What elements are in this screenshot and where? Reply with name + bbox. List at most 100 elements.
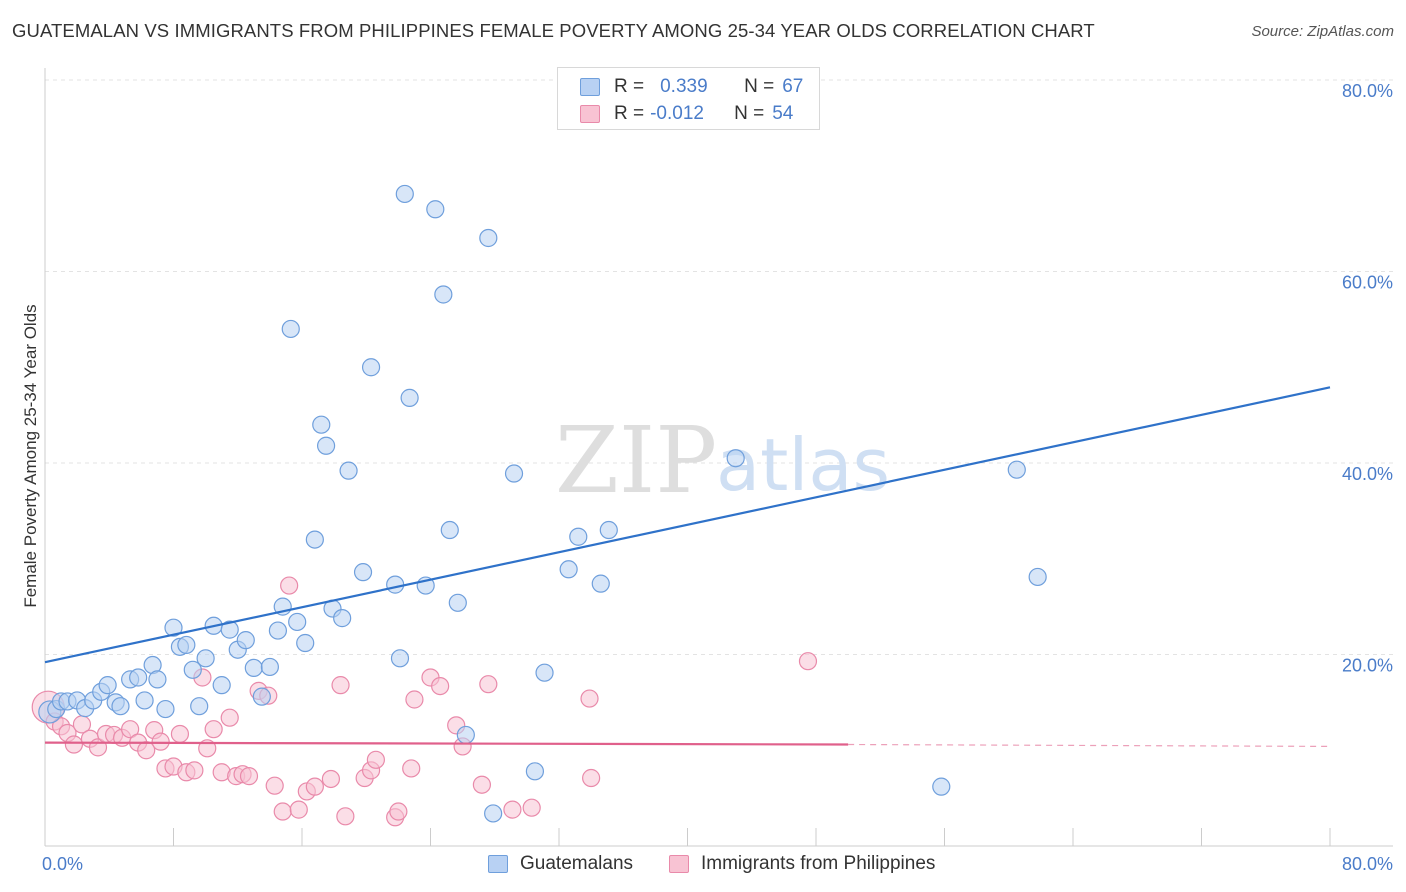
guatemalans-trend-line — [44, 386, 1331, 664]
philippines-point — [305, 777, 324, 796]
guatemalans-point — [361, 358, 381, 377]
legend-r-value: -0.012 — [650, 103, 704, 124]
legend-r-label: R = — [614, 103, 645, 124]
guatemalans-point — [252, 687, 271, 706]
guatemalans-point — [726, 449, 745, 468]
guatemalans-point — [591, 574, 610, 593]
guatemalans-point — [183, 660, 202, 679]
guatemalans-point — [484, 804, 503, 823]
guatemalans-point — [390, 649, 410, 668]
guatemalans-point — [288, 612, 307, 632]
guatemalans-point — [212, 676, 231, 695]
legend-n-label: N = — [744, 76, 775, 97]
guatemalans-point — [504, 464, 524, 483]
guatemalans-point — [1007, 460, 1026, 479]
guatemalans-point — [296, 633, 315, 653]
philippines-point — [402, 759, 421, 778]
guatemalans-point — [305, 530, 324, 549]
guatemalans-point — [448, 593, 467, 612]
guatemalans-point — [260, 657, 279, 677]
guatemalans-point — [281, 319, 300, 339]
philippines-point — [321, 769, 341, 789]
philippines-point — [522, 798, 541, 817]
legend-r-label: R = — [614, 76, 645, 97]
philippines-point — [582, 768, 601, 788]
guatemalans-point — [456, 725, 475, 745]
regression-lines — [44, 386, 1331, 748]
guatemalans-point — [268, 621, 288, 640]
philippines-point — [366, 750, 385, 769]
guatemalans-point — [316, 436, 336, 455]
legend-row-guatemalans: R = 0.339 N = 67 — [580, 75, 803, 99]
guatemalans-point — [98, 676, 117, 695]
watermark-zip: ZIP — [555, 407, 717, 514]
philippines-point — [185, 761, 204, 780]
philippines-point — [336, 807, 355, 826]
philippines-point — [273, 802, 292, 821]
philippines-point — [170, 724, 190, 744]
philippines-point — [331, 676, 350, 695]
guatemalans-point — [395, 184, 414, 204]
grid-lines — [45, 79, 1393, 655]
philippines-point — [64, 735, 84, 754]
legend-n-value: 54 — [772, 103, 794, 124]
philippines-point — [503, 800, 522, 819]
x-tick-label: 80.0% — [1342, 854, 1393, 874]
philippines-point — [220, 708, 239, 727]
legend-swatch-pink — [669, 855, 689, 873]
guatemalans-point — [386, 575, 405, 594]
y-tick-label: 80.0% — [1342, 81, 1393, 101]
guatemalans-point — [156, 699, 175, 719]
legend-swatch-blue — [580, 78, 600, 96]
source-credit: Source: ZipAtlas.com — [1251, 23, 1394, 40]
guatemalans-point — [129, 668, 148, 687]
guatemalans-point — [559, 560, 578, 579]
guatemalans-point — [148, 670, 167, 689]
philippines-point — [472, 775, 491, 794]
philippines-point — [204, 720, 223, 739]
series-philippines-points — [31, 576, 818, 827]
legend-item-guatemalans: Guatemalans — [488, 852, 633, 876]
philippines-point — [389, 802, 408, 821]
philippines-point — [121, 720, 140, 739]
guatemalans-point — [1028, 567, 1047, 587]
legend-label-guatemalans: Guatemalans — [520, 853, 634, 874]
guatemalans-point — [535, 663, 554, 682]
chart-title: GUATEMALAN VS IMMIGRANTS FROM PHILIPPINE… — [12, 20, 1095, 41]
philippines-point — [431, 676, 450, 696]
philippines-point — [405, 690, 424, 709]
guatemalans-point — [177, 635, 196, 655]
y-tick-label: 40.0% — [1342, 464, 1393, 484]
guatemalans-point — [400, 388, 419, 407]
guatemalans-point — [111, 697, 130, 716]
guatemalans-point — [353, 563, 373, 582]
guatemalans-point — [312, 415, 331, 434]
guatemalans-point — [164, 618, 183, 637]
guatemalans-point — [440, 520, 459, 540]
legend-row-philippines: R = -0.012 N = 54 — [580, 102, 793, 126]
philippines-trend-line — [44, 741, 849, 746]
philippines-point — [265, 776, 284, 795]
guatemalans-point — [236, 631, 255, 650]
philippines-point — [280, 576, 299, 595]
y-tick-label: 60.0% — [1342, 273, 1393, 293]
guatemalans-point — [190, 697, 209, 716]
guatemalans-point — [196, 649, 215, 668]
guatemalans-point — [339, 461, 358, 480]
legend-n-label: N = — [734, 103, 765, 124]
guatemalans-point — [220, 620, 239, 639]
guatemalans-point — [426, 200, 445, 219]
guatemalans-point — [569, 527, 588, 546]
legend-n-value: 67 — [782, 76, 804, 97]
guatemalans-point — [479, 228, 498, 248]
x-tick-label: 0.0% — [42, 854, 83, 874]
guatemalans-point — [599, 520, 618, 540]
legend-swatch-blue — [488, 855, 508, 873]
series-guatemalans-points — [38, 184, 1047, 823]
y-axis-label: Female Poverty Among 25-34 Year Olds — [21, 304, 40, 607]
philippines-point — [239, 767, 259, 786]
watermark-atlas: atlas — [716, 423, 890, 507]
philippines-point — [151, 732, 170, 751]
guatemalans-point — [525, 762, 545, 781]
